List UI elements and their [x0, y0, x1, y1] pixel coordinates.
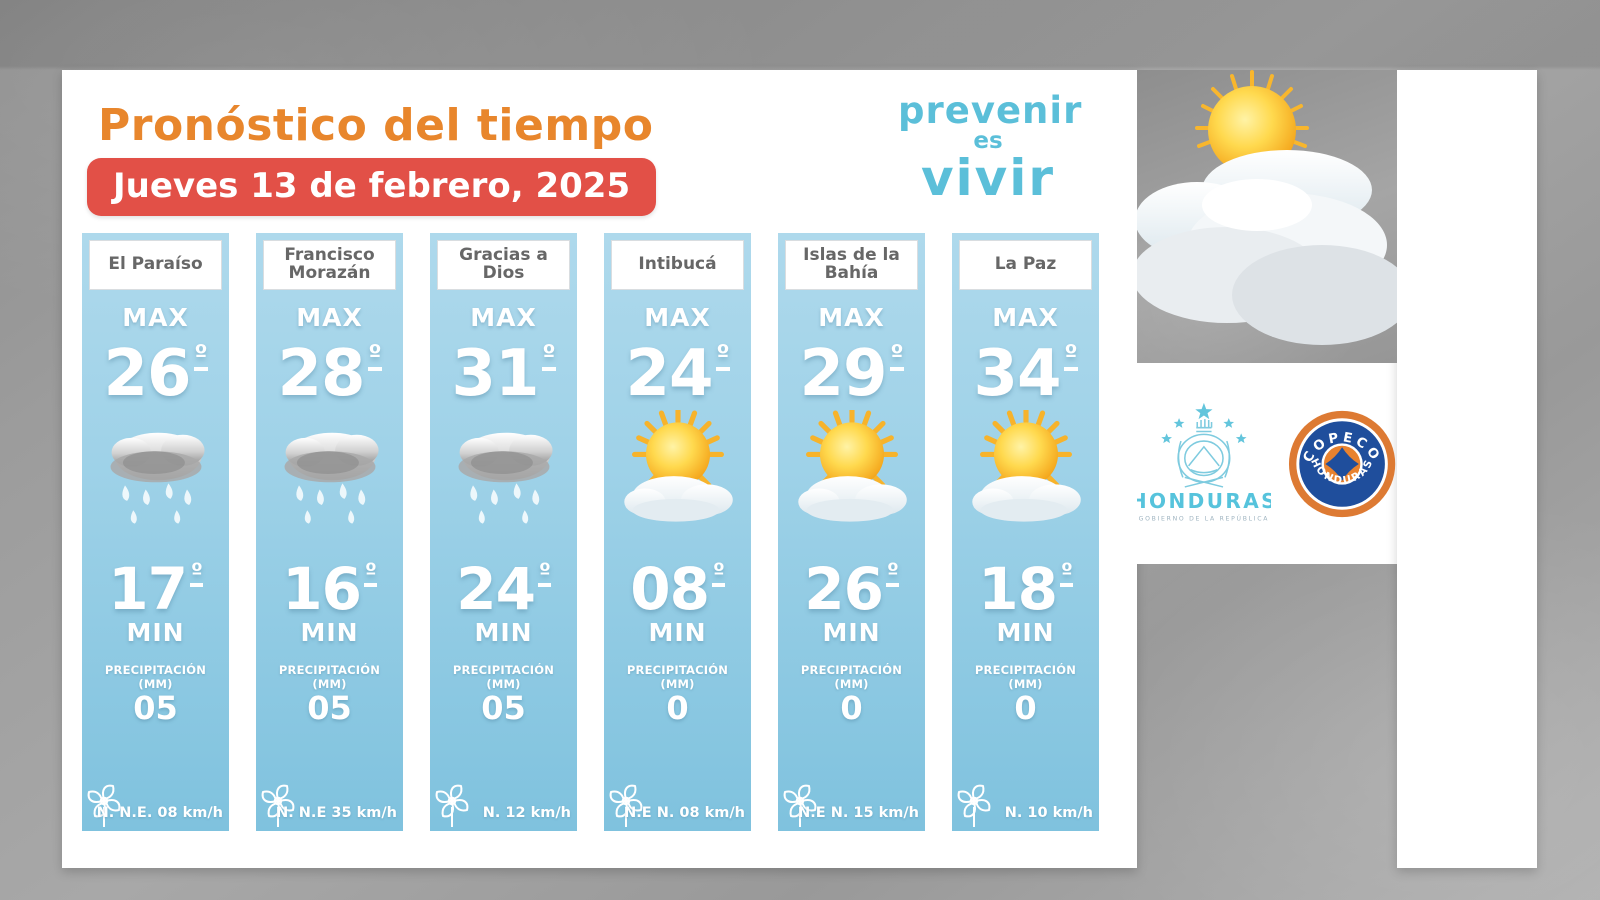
sun-cloud-icon — [964, 410, 1088, 536]
wind-value: N.E N. 08 km/h — [624, 805, 745, 821]
wind-value: N. 10 km/h — [1004, 805, 1093, 821]
department-name: Intibucá — [611, 240, 744, 290]
sun-cloud-icon — [616, 410, 740, 536]
precipitation-label: PRECIPITACIÓN (MM) — [452, 663, 555, 691]
max-temp: 31 — [451, 337, 539, 411]
min-temp: 16 — [282, 555, 362, 623]
degree-symbol: º — [363, 561, 377, 587]
wind-row: N. N.E 35 km/h — [256, 783, 403, 829]
precipitation-label: PRECIPITACIÓN (MM) — [104, 663, 207, 691]
degree-symbol: º — [367, 343, 382, 371]
precipitation-value: 0 — [1014, 689, 1037, 727]
degree-symbol: º — [711, 561, 725, 587]
max-label: MAX — [818, 303, 885, 332]
rain-cloud-icon — [284, 432, 379, 524]
min-label: MIN — [126, 618, 185, 647]
max-label: MAX — [470, 303, 537, 332]
date-badge: Jueves 13 de febrero, 2025 — [87, 158, 657, 216]
max-temp: 34 — [973, 337, 1061, 411]
wind-row: N.E N. 08 km/h — [604, 783, 751, 829]
min-label: MIN — [300, 618, 359, 647]
wind-row: N.E N. 15 km/h — [778, 783, 925, 829]
sun-cloud-banner-icon — [1137, 70, 1397, 345]
min-temp: 24 — [456, 555, 536, 623]
degree-symbol: º — [885, 561, 899, 587]
degree-symbol: º — [715, 343, 730, 371]
slogan-line3: vivir — [920, 149, 1056, 208]
min-label: MIN — [648, 618, 707, 647]
slogan-line2: es — [973, 127, 1003, 154]
min-temp: 17 — [108, 555, 188, 623]
department-name: Islas de la Bahía — [785, 240, 918, 290]
copeco-logo: COPECO HONDURAS — [1288, 410, 1396, 518]
pinwheel-icon — [435, 784, 469, 828]
min-temp: 08 — [630, 555, 710, 623]
forecast-column-la-paz: La Paz MAX 34 º 18 º MIN PRECIPITACIÓN (MM… — [952, 233, 1099, 831]
precipitation-label: PRECIPITACIÓN (MM) — [974, 663, 1077, 691]
degree-symbol: º — [193, 343, 208, 371]
min-temp: 18 — [978, 555, 1058, 623]
forecast-column-islas-de-la-bahia: Islas de la Bahía MAX 29 º 26 º MIN PRECIP… — [778, 233, 925, 831]
degree-symbol: º — [1063, 343, 1078, 371]
forecast-columns: El Paraíso MAX 26 º 17 º MIN PRECIPITACIÓN… — [82, 233, 1099, 831]
precipitation-value: 05 — [307, 689, 352, 727]
precipitation-value: 0 — [666, 689, 689, 727]
page-title: Pronóstico del tiempo — [98, 100, 654, 151]
department-name: La Paz — [959, 240, 1092, 290]
slogan-line1: prevenir — [898, 89, 1083, 132]
rain-cloud-icon — [110, 432, 205, 524]
max-temp: 29 — [799, 337, 887, 411]
max-temp: 28 — [277, 337, 365, 411]
logos-band: HONDURAS GOBIERNO DE LA REPÚBLICA COPECO… — [1137, 375, 1397, 553]
precipitation-value: 05 — [481, 689, 526, 727]
honduras-government-logo: HONDURAS GOBIERNO DE LA REPÚBLICA — [1137, 402, 1271, 522]
department-name: El Paraíso — [89, 240, 222, 290]
degree-symbol: º — [189, 561, 203, 587]
wind-value: N. N.E. 08 km/h — [96, 805, 223, 821]
wind-value: N. N.E 35 km/h — [276, 805, 397, 821]
min-label: MIN — [822, 618, 881, 647]
precipitation-label: PRECIPITACIÓN (MM) — [626, 663, 729, 691]
forecast-column-intibuca: Intibucá MAX 24 º 08 º MIN PRECIPITACIÓN (… — [604, 233, 751, 831]
min-label: MIN — [996, 618, 1055, 647]
precipitation-value: 0 — [840, 689, 863, 727]
sun-cloud-banner — [1137, 70, 1397, 363]
degree-symbol: º — [1059, 561, 1073, 587]
department-name: Francisco Morazán — [263, 240, 396, 290]
wind-row: N. 12 km/h — [430, 783, 577, 829]
max-label: MAX — [296, 303, 363, 332]
wind-row: N. N.E. 08 km/h — [82, 783, 229, 829]
forecast-column-francisco-morazan: Francisco Morazán MAX 28 º 16 º MIN PRECIP… — [256, 233, 403, 831]
precipitation-label: PRECIPITACIÓN (MM) — [278, 663, 381, 691]
wind-value: N. 12 km/h — [482, 805, 571, 821]
min-label: MIN — [474, 618, 533, 647]
min-temp: 26 — [804, 555, 884, 623]
max-label: MAX — [644, 303, 711, 332]
degree-symbol: º — [541, 343, 556, 371]
max-label: MAX — [992, 303, 1059, 332]
wind-row: N. 10 km/h — [952, 783, 1099, 829]
right-white-strip — [1397, 70, 1537, 868]
degree-symbol: º — [537, 561, 551, 587]
sun-cloud-icon — [790, 410, 914, 536]
max-temp: 26 — [103, 337, 191, 411]
wind-value: N.E N. 15 km/h — [798, 805, 919, 821]
department-name: Gracias a Dios — [437, 240, 570, 290]
slogan-prevenir-es-vivir: prevenir es vivir — [898, 89, 1083, 208]
max-label: MAX — [122, 303, 189, 332]
honduras-logo-wordmark: HONDURAS — [1137, 489, 1271, 513]
precipitation-value: 05 — [133, 689, 178, 727]
forecast-column-gracias-a-dios: Gracias a Dios MAX 31 º 24 º MIN PRECIPITA… — [430, 233, 577, 831]
pinwheel-icon — [957, 784, 991, 828]
rain-cloud-icon — [458, 432, 553, 524]
forecast-column-el-paraiso: El Paraíso MAX 26 º 17 º MIN PRECIPITACIÓN… — [82, 233, 229, 831]
honduras-logo-subtitle: GOBIERNO DE LA REPÚBLICA — [1139, 513, 1270, 522]
precipitation-label: PRECIPITACIÓN (MM) — [800, 663, 903, 691]
max-temp: 24 — [625, 337, 713, 411]
degree-symbol: º — [889, 343, 904, 371]
